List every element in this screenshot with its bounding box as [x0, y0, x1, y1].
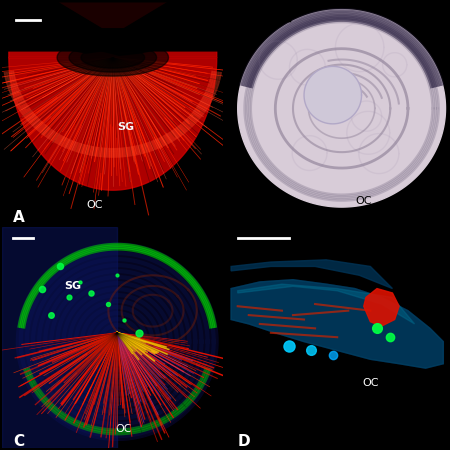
- Polygon shape: [17, 243, 218, 441]
- Polygon shape: [231, 260, 392, 288]
- Text: SG: SG: [328, 78, 346, 88]
- Polygon shape: [2, 2, 223, 51]
- Polygon shape: [57, 39, 168, 76]
- Polygon shape: [238, 9, 446, 207]
- Polygon shape: [231, 280, 443, 368]
- Polygon shape: [2, 227, 117, 448]
- Text: B: B: [238, 210, 249, 225]
- Polygon shape: [81, 47, 144, 68]
- Polygon shape: [9, 2, 217, 190]
- Text: A: A: [14, 210, 25, 225]
- Text: OC: OC: [356, 196, 372, 206]
- Text: OC: OC: [362, 378, 378, 388]
- Text: SG: SG: [64, 280, 81, 291]
- Text: SG: SG: [117, 122, 135, 132]
- Polygon shape: [2, 2, 223, 55]
- Text: OC: OC: [87, 200, 104, 210]
- Polygon shape: [238, 284, 414, 324]
- Text: OC: OC: [116, 424, 132, 435]
- Text: C: C: [14, 435, 24, 450]
- Polygon shape: [364, 288, 399, 326]
- Text: D: D: [238, 435, 250, 450]
- Polygon shape: [69, 43, 157, 72]
- Polygon shape: [231, 280, 443, 368]
- Polygon shape: [304, 66, 361, 124]
